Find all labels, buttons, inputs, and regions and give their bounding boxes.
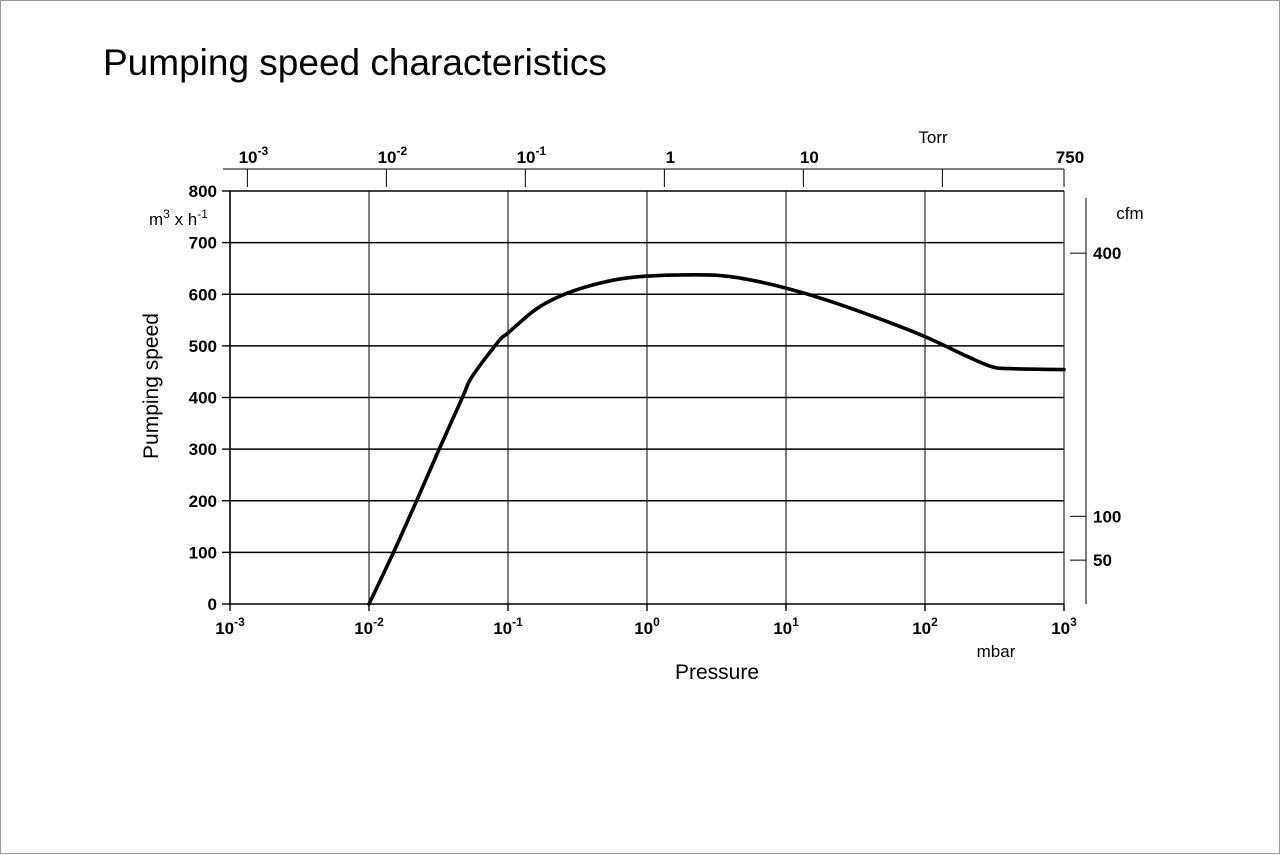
torr-tick-label-3: 1 xyxy=(666,148,675,167)
y-tick-label-600: 600 xyxy=(189,285,217,304)
torr-tick-label-6: 750 xyxy=(1056,148,1084,167)
x-tick-label-3: 100 xyxy=(634,615,660,638)
torr-unit-label: Torr xyxy=(918,128,948,147)
x-tick-label-2: 10-1 xyxy=(493,615,523,638)
x-tick-label-1: 10-2 xyxy=(354,615,384,638)
x-tick-label-0: 10-3 xyxy=(215,615,245,638)
x-unit-label: mbar xyxy=(977,642,1016,661)
series-layer xyxy=(367,272,1066,606)
cfm-axis: 400 100 50 xyxy=(1070,198,1121,604)
axes xyxy=(222,190,1065,611)
y-tick-label-200: 200 xyxy=(189,492,217,511)
cfm-unit-label: cfm xyxy=(1116,204,1143,223)
torr-tick-label-2: 10-1 xyxy=(517,144,547,167)
y-tick-label-800: 800 xyxy=(189,182,217,201)
torr-tick-label-0: 10-3 xyxy=(239,144,269,167)
y-axis-title: Pumping speed xyxy=(140,313,163,459)
x-tick-labels: 10-3 10-2 10-1 100 101 102 103 xyxy=(215,615,1077,638)
x-tick-label-5: 102 xyxy=(912,615,938,638)
y-tick-label-100: 100 xyxy=(189,543,217,562)
series-line-0 xyxy=(367,272,1066,606)
chart-title: Pumping speed characteristics xyxy=(103,42,607,83)
y-tick-label-400: 400 xyxy=(189,389,217,408)
cfm-tick-label-50: 50 xyxy=(1093,551,1112,570)
cfm-tick-label-100: 100 xyxy=(1093,507,1121,526)
y-tick-label-500: 500 xyxy=(189,337,217,356)
x-tick-label-4: 101 xyxy=(773,615,799,638)
y-tick-label-0: 0 xyxy=(208,595,217,614)
torr-axis: 10-3 10-2 10-1 1 10 750 xyxy=(223,144,1084,187)
torr-tick-label-1: 10-2 xyxy=(378,144,408,167)
y-tick-label-700: 700 xyxy=(189,234,217,253)
y-unit-label: m3 x h-1 xyxy=(149,207,208,229)
x-tick-label-6: 103 xyxy=(1051,615,1077,638)
torr-tick-label-4: 10 xyxy=(800,148,819,167)
gridlines xyxy=(230,190,1064,604)
y-tick-labels: 0 100 200 300 400 500 600 700 800 xyxy=(189,182,217,614)
cfm-tick-label-400: 400 xyxy=(1093,244,1121,263)
y-tick-label-300: 300 xyxy=(189,440,217,459)
x-axis-title: Pressure xyxy=(675,661,759,684)
